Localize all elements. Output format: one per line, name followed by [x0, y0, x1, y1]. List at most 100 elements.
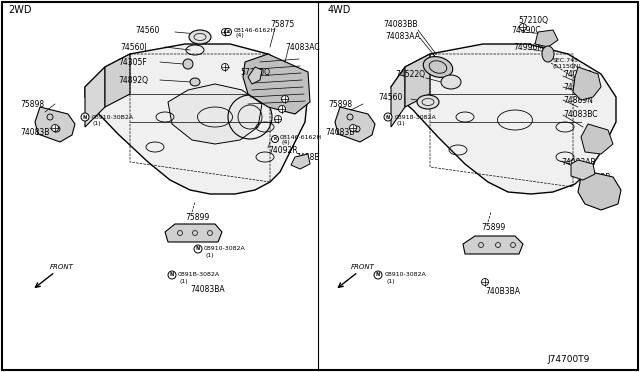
Text: N: N — [196, 247, 200, 251]
Text: N: N — [170, 273, 174, 278]
Text: 08918-3082A: 08918-3082A — [395, 115, 436, 119]
Polygon shape — [391, 67, 405, 127]
Circle shape — [481, 279, 488, 285]
Circle shape — [221, 29, 228, 35]
Text: 74892Q: 74892Q — [118, 76, 148, 84]
Polygon shape — [335, 107, 375, 142]
Text: 74083BB: 74083BB — [383, 19, 417, 29]
Text: N: N — [386, 115, 390, 119]
Text: 75898: 75898 — [328, 99, 352, 109]
Circle shape — [349, 125, 356, 131]
Text: 74083AA: 74083AA — [385, 32, 420, 41]
Circle shape — [51, 125, 58, 131]
Polygon shape — [573, 67, 601, 100]
Text: 4WD: 4WD — [328, 5, 351, 15]
Circle shape — [168, 271, 176, 279]
Polygon shape — [248, 67, 262, 84]
Polygon shape — [85, 44, 308, 194]
Text: 74560: 74560 — [378, 93, 403, 102]
Text: (1): (1) — [387, 279, 396, 283]
Polygon shape — [35, 107, 75, 142]
Text: 74522Q: 74522Q — [395, 70, 425, 78]
Circle shape — [374, 271, 382, 279]
Text: 7458B: 7458B — [295, 153, 319, 161]
Text: 75875: 75875 — [270, 19, 294, 29]
Text: 08910-30B2A: 08910-30B2A — [92, 115, 134, 119]
Text: (1): (1) — [92, 121, 100, 125]
Text: 0891B-3082A: 0891B-3082A — [178, 273, 220, 278]
Text: 75899: 75899 — [185, 212, 209, 221]
Text: 75898: 75898 — [20, 99, 44, 109]
Text: 74083B: 74083B — [325, 128, 355, 137]
Text: R: R — [273, 137, 276, 141]
Text: 08146-6162H: 08146-6162H — [280, 135, 322, 140]
Polygon shape — [535, 30, 558, 47]
Polygon shape — [85, 67, 105, 127]
Text: 74083BA: 74083BA — [190, 285, 225, 295]
Text: 74083AB: 74083AB — [561, 157, 596, 167]
Polygon shape — [463, 236, 523, 254]
Ellipse shape — [190, 78, 200, 86]
Polygon shape — [243, 54, 310, 114]
Circle shape — [278, 106, 285, 112]
Text: (1): (1) — [397, 121, 406, 125]
Text: 08910-3082A: 08910-3082A — [385, 273, 427, 278]
Circle shape — [275, 115, 282, 122]
Polygon shape — [391, 44, 616, 194]
Circle shape — [81, 113, 89, 121]
Text: FRONT: FRONT — [351, 264, 375, 270]
Text: J74700T9: J74700T9 — [548, 356, 590, 365]
Text: 74889N: 74889N — [563, 96, 593, 105]
Text: 74996M: 74996M — [513, 42, 544, 51]
Text: 74090C: 74090C — [511, 26, 541, 35]
Text: 74083BC: 74083BC — [563, 109, 598, 119]
Text: 74083AC: 74083AC — [285, 42, 319, 51]
Circle shape — [520, 23, 527, 31]
Ellipse shape — [189, 30, 211, 44]
Text: 740B3BA: 740B3BA — [485, 288, 520, 296]
Text: N: N — [376, 273, 380, 278]
Polygon shape — [165, 224, 222, 242]
Circle shape — [282, 96, 289, 103]
Text: (4): (4) — [236, 32, 244, 38]
Ellipse shape — [417, 95, 439, 109]
Text: (1): (1) — [206, 253, 214, 257]
Polygon shape — [405, 54, 430, 107]
Text: 74305F: 74305F — [118, 58, 147, 67]
Circle shape — [225, 29, 232, 35]
Text: (51150N): (51150N) — [553, 64, 582, 68]
Ellipse shape — [423, 57, 452, 77]
Text: 57210Q: 57210Q — [518, 16, 548, 25]
Polygon shape — [581, 124, 613, 154]
Text: 08910-3082A: 08910-3082A — [204, 247, 246, 251]
Text: (4): (4) — [282, 140, 291, 144]
Polygon shape — [571, 160, 595, 180]
Polygon shape — [291, 154, 310, 169]
Circle shape — [384, 113, 392, 121]
Text: 74083A: 74083A — [563, 70, 593, 78]
Text: (1): (1) — [180, 279, 189, 283]
Text: 2WD: 2WD — [8, 5, 31, 15]
Circle shape — [183, 59, 193, 69]
Text: N: N — [83, 115, 87, 119]
Circle shape — [221, 64, 228, 71]
Polygon shape — [168, 84, 262, 144]
Ellipse shape — [542, 46, 554, 62]
Text: FRONT: FRONT — [50, 264, 74, 270]
Circle shape — [271, 135, 278, 142]
Text: 74092R: 74092R — [268, 145, 298, 154]
Ellipse shape — [441, 75, 461, 89]
Text: 74083B: 74083B — [20, 128, 49, 137]
Text: 74560J: 74560J — [120, 42, 147, 51]
Polygon shape — [105, 54, 130, 107]
Text: 75899: 75899 — [481, 222, 505, 231]
Circle shape — [194, 245, 202, 253]
Text: 74560: 74560 — [135, 26, 159, 35]
Text: R: R — [227, 30, 230, 34]
Text: 74083A: 74083A — [563, 83, 593, 92]
Text: 74523R: 74523R — [581, 173, 611, 182]
Polygon shape — [578, 172, 621, 210]
Text: 08146-6162H: 08146-6162H — [234, 28, 276, 32]
Text: 57210Q: 57210Q — [240, 67, 270, 77]
Text: SEC.745: SEC.745 — [553, 58, 579, 62]
